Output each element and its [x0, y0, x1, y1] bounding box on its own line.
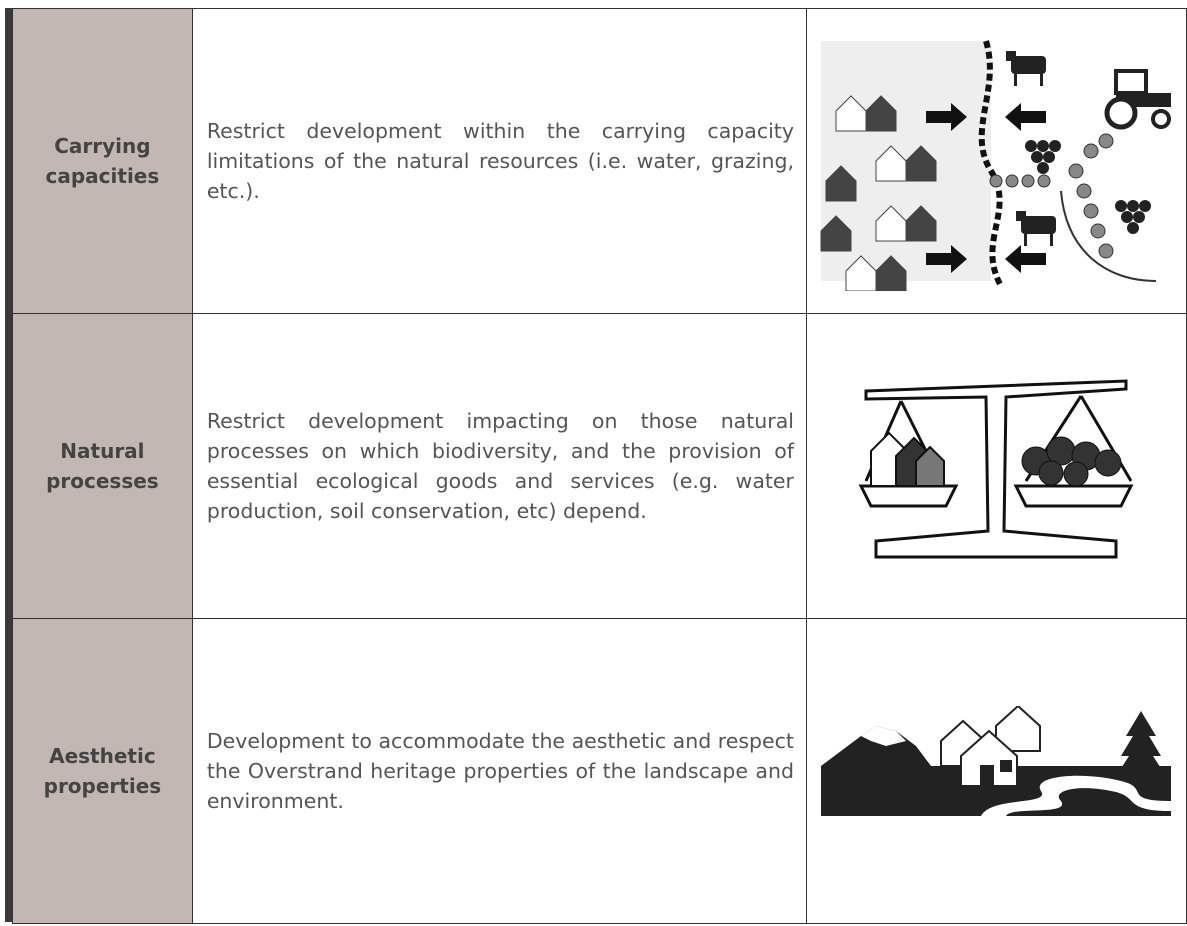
- row-label-cell: Aesthetic properties: [12, 618, 193, 924]
- arrows: [926, 103, 1047, 273]
- table-row: Aesthetic properties Development to acco…: [12, 618, 1187, 924]
- balance-scale-illustration: [859, 379, 1134, 559]
- illustration-cell: [805, 313, 1187, 619]
- row-label-cell: Natural processes: [12, 313, 193, 619]
- row-label-cell: Carrying capacities: [12, 8, 193, 314]
- table-row: Natural processes Restrict development i…: [12, 313, 1187, 619]
- road: [1060, 190, 1157, 282]
- scale-houses: [870, 431, 946, 487]
- pine-tree: [1116, 711, 1167, 776]
- illustration-cell: [805, 618, 1187, 924]
- landscape-illustration: [821, 706, 1172, 816]
- carrying-capacity-illustration: [820, 40, 1172, 291]
- snow-cap: [861, 726, 907, 746]
- grapes: [1025, 140, 1152, 234]
- cows: [1006, 51, 1057, 246]
- scale-trees: [1021, 436, 1122, 487]
- row-label: Carrying capacities: [45, 134, 160, 188]
- landscape-houses: [940, 706, 1042, 787]
- row-label: Aesthetic properties: [43, 744, 162, 798]
- boundary-line: [979, 40, 1005, 288]
- river: [981, 775, 1172, 816]
- row-description: Restrict development within the carrying…: [191, 8, 807, 314]
- trees: [989, 133, 1114, 259]
- table-row: Carrying capacities Restrict development…: [12, 8, 1187, 314]
- illustration-cell: [805, 8, 1187, 314]
- houses: [820, 95, 937, 291]
- mountain: [821, 726, 932, 816]
- row-description: Restrict development impacting on those …: [191, 313, 807, 619]
- side-bar: [5, 8, 12, 922]
- principles-table: Carrying capacities Restrict development…: [12, 8, 1187, 924]
- row-description: Development to accommodate the aesthetic…: [191, 618, 807, 924]
- scale: [859, 379, 1134, 559]
- tractor: [1104, 69, 1172, 130]
- row-label: Natural processes: [46, 439, 159, 493]
